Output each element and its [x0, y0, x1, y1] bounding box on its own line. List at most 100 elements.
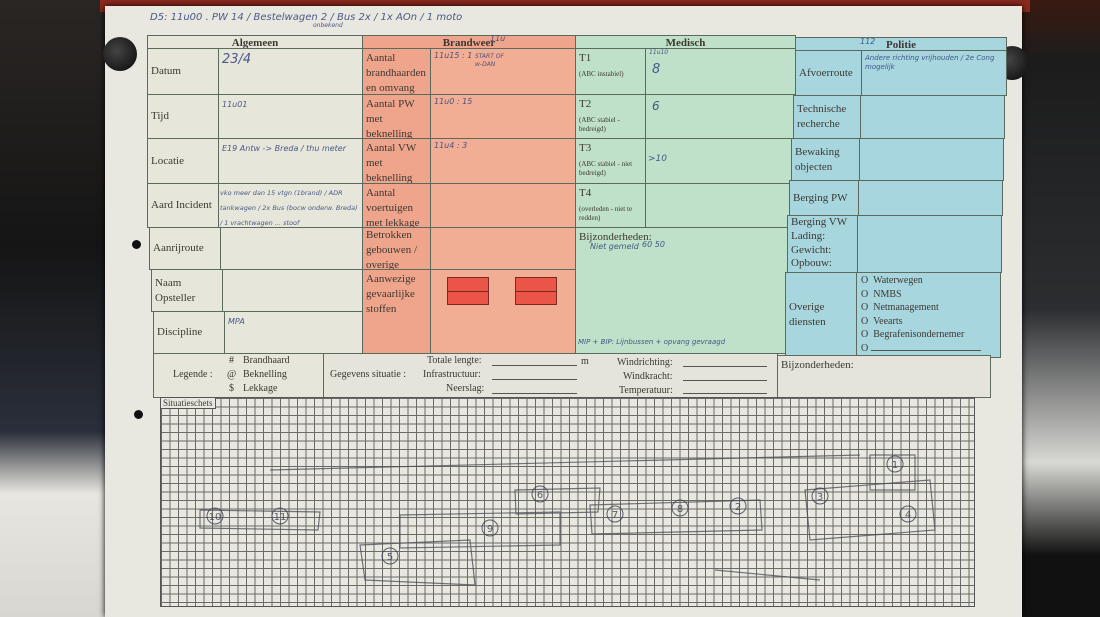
discipline-value: MPA — [228, 317, 245, 326]
field-berging-pw[interactable] — [858, 180, 1003, 216]
label-berging-pw: Berging PW — [789, 180, 859, 216]
field-betrokken-gebouwen[interactable] — [430, 227, 576, 270]
field-pw-beknelling[interactable]: 11u0 : 15 — [430, 94, 576, 139]
label-t1: T1 (ABC instabiel) — [575, 48, 646, 95]
label-naam-opsteller: Naam Opsteller — [151, 269, 223, 312]
option-nmbs[interactable]: O NMBS — [861, 288, 996, 302]
option-label: Begrafenisondernemer — [873, 329, 965, 340]
field-naam-opsteller[interactable] — [222, 269, 363, 312]
option-begrafenisondernemer[interactable]: O Begrafenisondernemer — [861, 328, 996, 342]
label-t3: T3 (ABC stabiel - niet bedreigd) — [575, 138, 646, 184]
field-datum[interactable]: 23/4 — [218, 48, 363, 95]
temperatuur-field[interactable] — [683, 393, 767, 394]
legend-symbol-brandhaard: # — [229, 355, 234, 366]
windkracht-field[interactable] — [683, 380, 767, 381]
field-brandhaarden[interactable]: 11u15 : 1 START OF w-DAN — [430, 48, 576, 95]
punch-hole — [132, 240, 141, 249]
field-aard-incident[interactable]: vko meer dan 15 vtgn (1brand) / ADR tank… — [218, 183, 363, 228]
label-brandhaarden: Aantal brandhaarden en omvang — [362, 48, 431, 95]
legend-symbol-beknelling: @ — [227, 369, 237, 380]
situatie-bijzonderheden-field[interactable]: Bijzonderheden: — [777, 355, 991, 398]
sketch-marker-number: 7 — [612, 510, 618, 521]
punch-hole — [134, 410, 143, 419]
infrastructuur-field[interactable] — [492, 379, 577, 380]
field-locatie[interactable]: E19 Antw -> Breda / thu meter — [218, 138, 363, 184]
handwritten-top-note: D5: 11u00 . PW 14 / Bestelwagen 2 / Bus … — [150, 12, 463, 23]
medisch-bijzonderheden-value-2: 60 50 — [642, 240, 665, 249]
temperatuur-label: Temperatuur: — [619, 385, 673, 396]
legend-title: Legende : — [173, 369, 213, 380]
t3-label: T3 — [579, 142, 592, 154]
label-pw-beknelling: Aantal PW met beknelling — [362, 94, 431, 139]
field-t4[interactable] — [645, 183, 796, 228]
radio-circle-icon: O — [861, 288, 869, 300]
sketch-marker-circle — [271, 507, 289, 525]
brandhaarden-value-2: START OF w-DAN — [475, 53, 504, 69]
sketch-vehicle — [359, 539, 476, 586]
medisch-bijzonderheden-note: MIP + BIP: Lijnbussen + opvang gevraagd — [578, 338, 726, 346]
aard-incident-value: vko meer dan 15 vtgn (1brand) / ADR tank… — [220, 189, 358, 227]
hazard-placard — [515, 277, 557, 305]
field-t2[interactable]: 6 — [645, 94, 796, 139]
sketch-marker-number: 2 — [735, 502, 741, 513]
option-label: Netmanagement — [873, 302, 939, 313]
pw-beknelling-value: 11u0 : 15 — [434, 97, 473, 106]
field-technische-recherche[interactable] — [860, 95, 1005, 139]
radio-circle-icon: O — [861, 275, 869, 286]
sketch-marker-number: 3 — [817, 492, 823, 503]
sketch-marker-circle — [729, 497, 747, 515]
afvoerroute-value: Andere richting vrijhouden / 2e Cong mog… — [865, 54, 995, 72]
sketch-vehicle — [804, 479, 936, 541]
legend-label-brandhaard: Brandhaard — [243, 355, 290, 366]
sketch-marker-number: 4 — [905, 510, 911, 521]
t3-sub: (ABC stabiel - niet bedreigd) — [579, 159, 633, 178]
radio-circle-icon: O — [861, 329, 869, 340]
sketch-vehicle — [869, 454, 916, 491]
option-other-line[interactable] — [870, 349, 981, 351]
field-afvoerroute[interactable]: Andere richting vrijhouden / 2e Cong mog… — [861, 50, 1007, 96]
t1-value: 8 — [652, 62, 661, 77]
t1-time: 11u10 — [649, 49, 669, 56]
field-t1[interactable]: 11u10 8 — [645, 48, 796, 95]
locatie-value: E19 Antw -> Breda / thu meter — [222, 144, 347, 153]
legend-label-beknelling: Beknelling — [243, 369, 287, 380]
situatieschets-grid[interactable] — [160, 397, 975, 607]
magnet-clip — [103, 37, 137, 71]
brandhaarden-value: 11u15 : 1 — [434, 51, 473, 60]
sketch-marker-number: 5 — [387, 552, 393, 563]
datum-value: 23/4 — [222, 52, 252, 67]
sketch-vehicle — [399, 511, 561, 549]
field-bewaking-objecten[interactable] — [859, 138, 1004, 181]
label-locatie: Locatie — [147, 138, 219, 184]
option-waterwegen[interactable]: O Waterwegen — [861, 274, 996, 288]
field-berging-vw[interactable] — [857, 215, 1002, 273]
option-veearts[interactable]: O Veearts — [861, 315, 996, 329]
sketch-marker-circle — [811, 487, 829, 505]
situatie-box — [323, 353, 778, 398]
label-tijd: Tijd — [147, 94, 219, 139]
field-t3[interactable]: >10 — [645, 138, 796, 184]
t1-sub: (ABC instabiel) — [579, 69, 624, 78]
windrichting-field[interactable] — [683, 366, 767, 367]
sketch-marker-circle — [206, 507, 224, 525]
t4-sub: (overleden - niet te redden) — [579, 204, 633, 223]
t3-value: >10 — [648, 154, 667, 164]
label-t4: T4 (overleden - niet te redden) — [575, 183, 646, 228]
medisch-bijzonderheden-label: Bijzonderheden: — [579, 231, 652, 243]
option-other[interactable]: O — [861, 342, 996, 356]
field-aanrijroute[interactable] — [220, 227, 363, 270]
sketch-marker-circle — [381, 547, 399, 565]
overige-diensten-list: O Waterwegen O NMBS O Netmanagement O Ve… — [856, 272, 1001, 358]
situatie-bijzonderheden-label: Bijzonderheden: — [781, 359, 854, 371]
option-netmanagement[interactable]: O Netmanagement — [861, 301, 996, 315]
label-datum: Datum — [147, 48, 219, 95]
t1-label: T1 — [579, 52, 592, 64]
radio-circle-icon: O — [861, 302, 869, 313]
totale-lengte-unit: m — [581, 356, 589, 367]
sketch-arrow — [714, 569, 821, 581]
t4-label: T4 — [579, 187, 592, 199]
neerslag-field[interactable] — [492, 393, 577, 394]
sketch-marker-number: 1 — [892, 460, 898, 471]
totale-lengte-field[interactable] — [492, 365, 577, 366]
